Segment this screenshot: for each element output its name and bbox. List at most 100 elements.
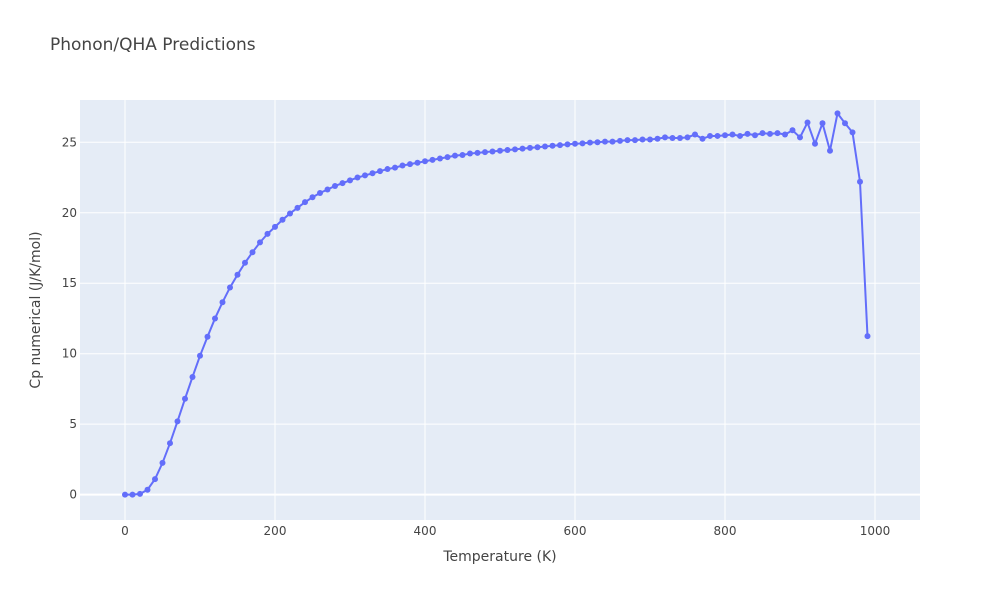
- data-point[interactable]: [429, 156, 436, 163]
- data-point[interactable]: [369, 170, 376, 177]
- data-point[interactable]: [707, 132, 713, 139]
- data-point[interactable]: [699, 135, 706, 142]
- data-point[interactable]: [789, 127, 796, 134]
- data-point[interactable]: [624, 137, 631, 144]
- data-point[interactable]: [729, 131, 736, 138]
- data-point[interactable]: [234, 271, 241, 278]
- data-point[interactable]: [639, 136, 646, 143]
- data-point[interactable]: [744, 130, 751, 137]
- data-point[interactable]: [294, 204, 301, 211]
- data-point[interactable]: [752, 132, 758, 139]
- data-point[interactable]: [722, 132, 728, 139]
- data-point[interactable]: [144, 486, 151, 493]
- data-point[interactable]: [782, 131, 788, 138]
- data-point[interactable]: [677, 135, 683, 142]
- data-point[interactable]: [339, 180, 346, 187]
- data-point[interactable]: [864, 333, 871, 340]
- data-point[interactable]: [557, 142, 563, 149]
- data-point[interactable]: [279, 216, 286, 223]
- data-point[interactable]: [459, 151, 466, 158]
- data-point[interactable]: [617, 137, 623, 144]
- data-point[interactable]: [482, 149, 488, 156]
- data-point[interactable]: [414, 159, 421, 166]
- data-point[interactable]: [159, 459, 166, 466]
- data-point[interactable]: [249, 249, 256, 256]
- data-point[interactable]: [662, 134, 668, 141]
- data-point[interactable]: [564, 141, 571, 148]
- data-point[interactable]: [692, 131, 698, 138]
- data-point[interactable]: [287, 210, 293, 217]
- data-point[interactable]: [174, 418, 181, 425]
- data-point[interactable]: [632, 137, 638, 144]
- data-point[interactable]: [489, 148, 496, 155]
- data-point[interactable]: [152, 476, 158, 483]
- data-point[interactable]: [264, 230, 271, 237]
- data-point[interactable]: [737, 132, 743, 139]
- data-point[interactable]: [647, 136, 653, 143]
- data-point[interactable]: [407, 161, 413, 168]
- data-point[interactable]: [467, 150, 473, 157]
- data-point[interactable]: [182, 395, 188, 402]
- data-point[interactable]: [437, 155, 443, 162]
- data-point[interactable]: [819, 120, 826, 127]
- data-point[interactable]: [392, 164, 398, 171]
- data-point[interactable]: [324, 186, 331, 193]
- data-point[interactable]: [317, 190, 323, 197]
- data-point[interactable]: [257, 239, 263, 246]
- data-point[interactable]: [654, 135, 661, 142]
- data-point[interactable]: [377, 168, 383, 175]
- data-point[interactable]: [272, 223, 278, 230]
- data-point[interactable]: [167, 440, 173, 447]
- data-point[interactable]: [474, 149, 481, 156]
- data-point[interactable]: [804, 119, 811, 126]
- data-point[interactable]: [609, 138, 616, 145]
- data-point[interactable]: [834, 110, 841, 117]
- data-point[interactable]: [534, 144, 541, 151]
- data-point[interactable]: [842, 120, 848, 127]
- data-point[interactable]: [602, 138, 608, 145]
- data-point[interactable]: [302, 199, 308, 206]
- data-point[interactable]: [122, 491, 128, 498]
- data-point[interactable]: [594, 139, 601, 146]
- data-point[interactable]: [309, 194, 316, 201]
- data-point[interactable]: [587, 139, 593, 146]
- data-point[interactable]: [137, 490, 143, 497]
- data-point[interactable]: [504, 147, 511, 154]
- data-point[interactable]: [219, 299, 226, 306]
- data-point[interactable]: [512, 146, 518, 153]
- data-point[interactable]: [519, 145, 526, 152]
- data-point[interactable]: [549, 142, 556, 149]
- data-point[interactable]: [204, 333, 211, 340]
- data-point[interactable]: [542, 143, 548, 150]
- data-point[interactable]: [212, 315, 218, 322]
- data-point[interactable]: [197, 352, 203, 359]
- data-point[interactable]: [399, 162, 406, 169]
- data-point[interactable]: [849, 129, 856, 136]
- data-point[interactable]: [347, 177, 353, 184]
- data-point[interactable]: [227, 284, 233, 291]
- data-point[interactable]: [422, 158, 428, 165]
- data-point[interactable]: [812, 140, 818, 147]
- data-point[interactable]: [767, 130, 773, 137]
- data-point[interactable]: [774, 130, 781, 137]
- data-point[interactable]: [684, 134, 691, 141]
- data-point[interactable]: [572, 140, 578, 147]
- data-point[interactable]: [714, 132, 721, 139]
- data-point[interactable]: [759, 130, 766, 137]
- data-point[interactable]: [497, 147, 503, 154]
- data-point[interactable]: [242, 259, 248, 266]
- data-point[interactable]: [354, 174, 361, 181]
- data-point[interactable]: [444, 154, 451, 161]
- data-point[interactable]: [129, 491, 136, 498]
- data-point[interactable]: [857, 178, 863, 185]
- data-point[interactable]: [362, 172, 368, 179]
- data-point[interactable]: [579, 140, 586, 147]
- data-point[interactable]: [332, 182, 338, 189]
- data-point[interactable]: [189, 373, 196, 380]
- data-point[interactable]: [452, 152, 458, 159]
- data-point[interactable]: [384, 166, 391, 173]
- data-point[interactable]: [827, 147, 833, 154]
- data-point[interactable]: [797, 134, 803, 141]
- data-point[interactable]: [527, 144, 533, 151]
- data-point[interactable]: [669, 135, 676, 142]
